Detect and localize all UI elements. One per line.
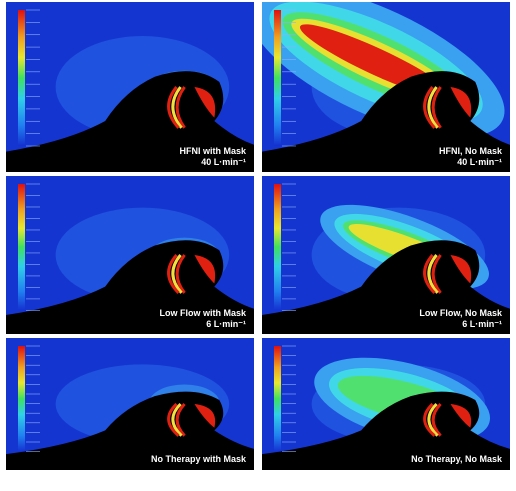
colorbar — [274, 346, 281, 452]
panel-title: HFNI with Mask — [179, 146, 247, 156]
colorbar — [274, 10, 281, 146]
panel-title: No Therapy, No Mask — [411, 454, 503, 464]
panel-flow: 6 L·min⁻¹ — [206, 319, 246, 329]
colorbar — [18, 10, 25, 146]
panel: No Therapy, No Mask — [262, 338, 510, 470]
panel: No Therapy with Mask — [6, 338, 254, 470]
figure: HFNI with Mask40 L·min⁻¹HFNI, No Mask40 … — [0, 0, 516, 491]
colorbar — [274, 184, 281, 310]
colorbar — [18, 346, 25, 452]
panel-flow: 40 L·min⁻¹ — [457, 157, 502, 167]
panel-flow: 6 L·min⁻¹ — [462, 319, 502, 329]
panel-title: Low Flow, No Mask — [419, 308, 503, 318]
panel-title: Low Flow with Mask — [159, 308, 246, 318]
panel-title: No Therapy with Mask — [151, 454, 247, 464]
colorbar — [18, 184, 25, 310]
panel-flow: 40 L·min⁻¹ — [201, 157, 246, 167]
panel-title: HFNI, No Mask — [439, 146, 503, 156]
